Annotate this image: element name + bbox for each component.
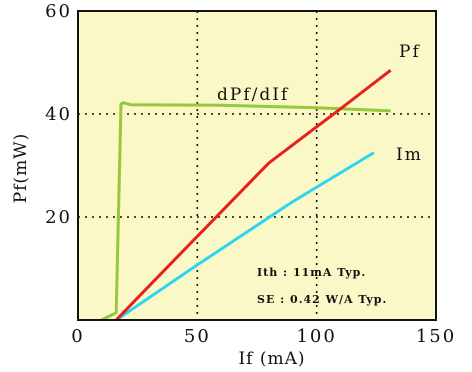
series-label-im: Im (396, 145, 423, 165)
series-line-dpf-dif (101, 101, 391, 322)
plot-frame (77, 10, 437, 321)
series-lines (101, 69, 392, 322)
se-annotation: SE : 0.42 W/A Typ. (257, 293, 387, 306)
y-axis-label: Pf(mW) (11, 133, 31, 204)
series-line-pf (115, 69, 392, 322)
x-tick-label: 150 (416, 326, 456, 347)
y-tick-label: 20 (45, 207, 72, 228)
x-tick-label: 0 (71, 326, 84, 347)
plot-area (78, 11, 436, 320)
y-tick-label: 60 (45, 1, 72, 22)
y-tick-label: 40 (45, 104, 72, 125)
x-tick-label: 50 (184, 326, 211, 347)
ith-annotation: Ith : 11mA Typ. (257, 266, 366, 279)
x-tick-label: 100 (296, 326, 336, 347)
series-line-im (115, 151, 375, 322)
gridlines (78, 11, 436, 320)
tick-labels: 0 50 100 150 20 40 60 (45, 1, 456, 347)
series-label-pf: Pf (399, 42, 421, 62)
x-axis-label: If (mA) (238, 349, 305, 369)
series-label-dpf-dif: dPf/dIf (217, 85, 289, 105)
